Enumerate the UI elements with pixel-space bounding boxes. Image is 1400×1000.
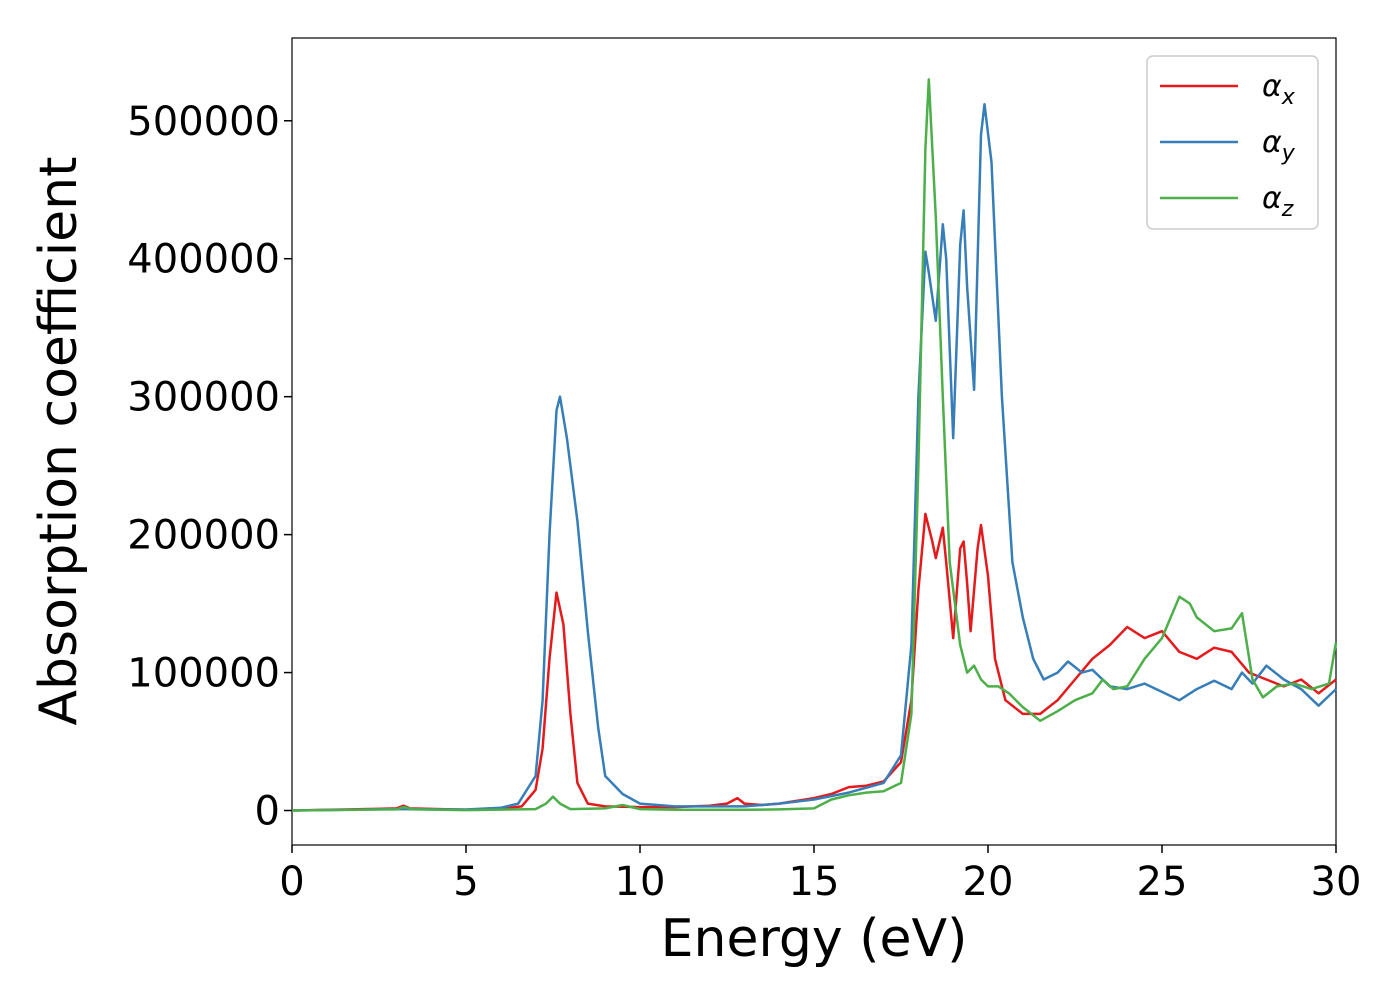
y-tick-label: 100000 [127,651,280,697]
y-tick-label: 500000 [127,99,280,145]
x-tick-label: 25 [1137,859,1188,905]
x-tick-label: 10 [615,859,666,905]
series-layer [291,78,1338,812]
x-tick-label: 15 [789,859,840,905]
series-line-x [291,512,1337,812]
y-tick-label: 200000 [127,513,280,559]
series-line-z [291,78,1338,812]
y-tick-label: 0 [255,789,280,835]
x-tick-label: 0 [279,859,304,905]
tick-layer: 0 5 10 15 20 25 30 0 100000 200000 300000 400000 500… [127,99,1361,905]
y-tick-label: 300000 [127,375,280,421]
x-tick-label: 30 [1311,859,1362,905]
x-tick-label: 5 [453,859,478,905]
x-tick-label: 20 [963,859,1014,905]
series-line-y [291,102,1337,812]
y-tick-label: 400000 [127,237,280,283]
y-axis-title: Absorption coefficient [29,156,89,725]
x-axis-title: Energy (eV) [661,909,968,969]
